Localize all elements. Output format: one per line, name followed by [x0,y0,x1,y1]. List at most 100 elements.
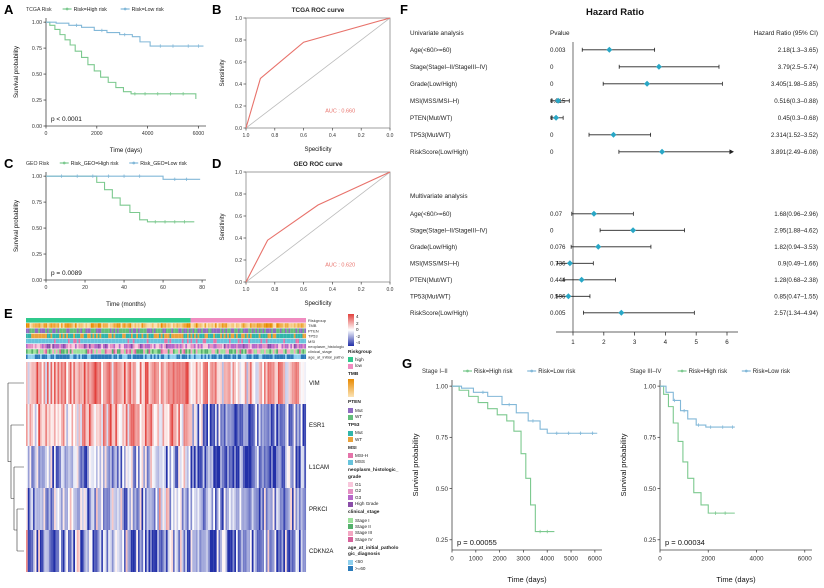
rect-el [50,349,53,354]
rect-el [26,338,28,344]
rect-el [110,362,112,404]
rect-el [139,362,142,404]
rect-el [136,404,139,446]
rect-el [279,333,282,339]
rect-el [297,488,300,530]
rect-el [258,323,261,328]
rect-el [59,344,62,349]
rect-el [132,338,135,344]
rect-el [227,488,230,530]
rect-el [66,404,69,446]
rect-el [108,362,111,404]
rect-el [145,333,147,339]
text-el: 1.00 [32,20,42,26]
rect-el [129,446,132,488]
rect-el [264,530,266,572]
rect-el [94,488,97,530]
rect-el [171,333,174,339]
rect-el [139,488,142,530]
rect-el [166,323,168,328]
rect-el [143,323,146,328]
rect-el [129,349,132,354]
rect-el [90,338,93,344]
rect-el [155,530,158,572]
rect-el [274,349,277,354]
km-chart-stage1-2: Stage I–II Risk=High risk Risk=Low risk 0.2… [410,364,610,584]
rect-el [80,446,83,488]
rect-el [31,333,34,339]
rect-el [220,328,223,333]
rect-el [68,344,70,349]
rect-el [201,344,203,349]
rect-el [218,404,221,446]
rect-el [232,354,235,359]
rect-el [61,349,63,354]
div-el: G1 [348,482,400,488]
rect-el [262,333,265,339]
rect-el [155,344,158,349]
rect-el [118,362,121,404]
rect-el [69,354,72,359]
rect-el [299,362,301,404]
rect-el [36,362,39,404]
rect-el [164,338,167,344]
rect-el [206,530,209,572]
rect-el [50,323,53,328]
rect-el [131,362,133,404]
rect-el [215,338,217,344]
rect-el [76,323,79,328]
rect-el [76,344,79,349]
rect-el [94,446,97,488]
rect-el [68,333,70,339]
rect-el [148,328,151,333]
text-el: 0 [45,131,48,137]
text-el: 0 [550,115,554,122]
rect-el [192,338,195,344]
rect-el [272,333,275,339]
rect-el [202,338,205,344]
rect-el [31,488,34,530]
rect-el [71,344,74,349]
rect-el [162,328,165,333]
rect-el [293,344,296,349]
rect-el [185,404,188,446]
div-el: MSI-H [348,453,400,459]
rect-el [27,446,30,488]
rect-el [148,354,151,359]
rect-el [113,354,116,359]
text-el: Risk=Low risk [538,369,576,375]
rect-el [103,338,105,344]
text-el: 3.79(2.5–5.74) [778,64,818,71]
rect-el [185,323,188,328]
rect-el [106,362,109,404]
rect-el [297,344,300,349]
rect-el [43,446,46,488]
rect-el [285,344,287,349]
text-el: TP53 [308,334,318,339]
rect-el [276,323,279,328]
rect-el [194,328,196,333]
rect-el [251,344,254,349]
rect-el [248,404,251,446]
path-el [7,382,24,552]
rect-el [101,349,104,354]
rect-el [183,328,186,333]
rect-el [274,530,277,572]
div-el: WT [348,437,400,443]
rect-el [202,530,205,572]
rect-el [257,530,259,572]
rect-el [129,344,132,349]
rect-el [173,323,175,328]
rect-el [136,333,139,339]
rect-el [230,488,233,530]
rect-el [248,530,251,572]
rect-el [167,446,170,488]
rect-el [110,354,112,359]
rect-el [167,488,170,530]
rect-el [190,338,193,344]
rect-el [134,354,137,359]
rect-el [188,530,191,572]
rect-el [41,530,44,572]
rect-el [134,530,137,572]
text-el: p = 0.0089 [51,270,82,277]
